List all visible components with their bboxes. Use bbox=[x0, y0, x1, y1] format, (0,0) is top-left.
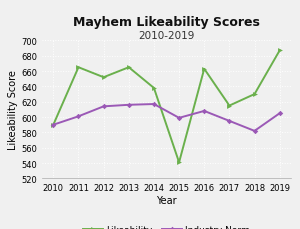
Likeability bbox=[228, 105, 231, 107]
Title: 2010-2019: 2010-2019 bbox=[138, 30, 195, 41]
Industry Norm bbox=[127, 104, 130, 107]
Likeability bbox=[177, 161, 181, 164]
Text: Mayhem Likeability Scores: Mayhem Likeability Scores bbox=[73, 16, 260, 29]
Likeability bbox=[127, 67, 130, 69]
Industry Norm bbox=[228, 120, 231, 123]
X-axis label: Year: Year bbox=[156, 195, 177, 205]
Industry Norm bbox=[152, 103, 156, 106]
Legend: Likeability, Industry Norm: Likeability, Industry Norm bbox=[80, 222, 254, 229]
Y-axis label: Likeability Score: Likeability Score bbox=[8, 70, 18, 150]
Line: Industry Norm: Industry Norm bbox=[51, 103, 282, 133]
Industry Norm bbox=[177, 117, 181, 120]
Likeability bbox=[102, 76, 105, 79]
Likeability bbox=[52, 124, 55, 127]
Line: Likeability: Likeability bbox=[51, 49, 282, 165]
Industry Norm bbox=[202, 110, 206, 113]
Industry Norm bbox=[52, 124, 55, 127]
Likeability bbox=[253, 93, 256, 96]
Likeability bbox=[152, 87, 156, 90]
Likeability bbox=[202, 68, 206, 71]
Industry Norm bbox=[278, 112, 281, 115]
Industry Norm bbox=[253, 130, 256, 133]
Likeability bbox=[77, 67, 80, 69]
Likeability bbox=[278, 50, 281, 52]
Industry Norm bbox=[102, 106, 105, 108]
Industry Norm bbox=[77, 115, 80, 118]
